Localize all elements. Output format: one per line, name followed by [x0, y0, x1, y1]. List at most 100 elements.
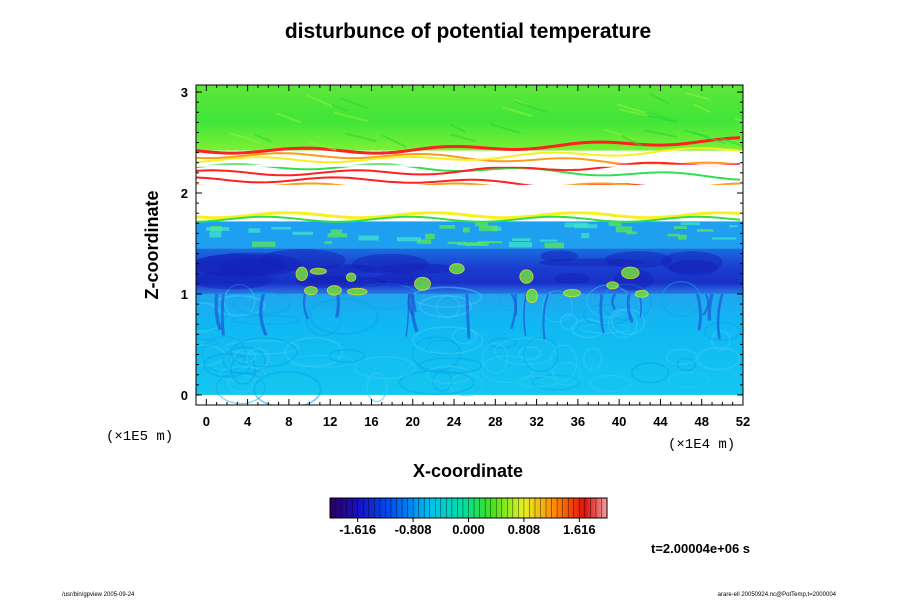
x-tick-label: 16: [364, 414, 378, 429]
field-texture: [425, 233, 435, 240]
field-texture: [478, 225, 498, 232]
x-tick-label: 0: [203, 414, 210, 429]
field-texture: [539, 239, 558, 242]
field-texture: [599, 293, 605, 334]
x-tick-label: 52: [736, 414, 750, 429]
field-texture: [729, 225, 738, 228]
field-texture: [335, 293, 341, 318]
colorbar-tick-label: -0.808: [395, 522, 432, 537]
field-texture: [474, 221, 488, 227]
field-texture: [702, 293, 710, 316]
x-tick-label: 36: [571, 414, 585, 429]
field-texture: [734, 117, 743, 122]
field-texture: [502, 106, 532, 118]
field-texture: [248, 228, 261, 233]
field-texture: [345, 272, 357, 282]
field-texture: [494, 337, 558, 366]
field-texture: [667, 372, 710, 388]
field-texture: [309, 297, 379, 335]
saturated-gap: [196, 184, 743, 212]
field-texture: [206, 226, 230, 231]
field-texture: [519, 269, 534, 284]
field-texture: [353, 355, 416, 380]
heatmap-field: [196, 85, 743, 405]
field-texture: [606, 281, 619, 290]
field-texture: [449, 263, 465, 275]
field-texture: [449, 373, 484, 397]
field-texture: [581, 233, 590, 239]
field-texture: [219, 365, 266, 383]
field-texture: [703, 321, 741, 341]
field-texture: [554, 273, 590, 284]
field-texture: [677, 234, 687, 240]
field-texture: [333, 111, 369, 123]
field-texture: [667, 233, 680, 237]
field-texture: [618, 108, 648, 117]
field-texture: [330, 103, 348, 112]
field-texture: [292, 231, 314, 235]
x-tick-label: 20: [406, 414, 420, 429]
field-texture: [220, 293, 225, 336]
field-texture: [254, 133, 272, 143]
field-texture: [631, 362, 670, 384]
field-texture: [608, 221, 622, 227]
field-texture: [673, 226, 687, 229]
field-texture: [196, 252, 303, 277]
field-texture: [275, 112, 302, 124]
field-texture: [284, 336, 344, 368]
field-texture: [324, 241, 333, 245]
field-filament: [196, 211, 741, 220]
field-texture: [511, 238, 531, 241]
y-scale-label: (×1E5 m): [106, 429, 173, 445]
colorbar-divisions: [335, 498, 602, 518]
y-tick-label: 0: [181, 388, 188, 403]
field-texture: [228, 132, 261, 144]
time-annotation: t=2.00004e+06 s: [651, 541, 750, 556]
footer-right: arare-ell 20050924.nc@PotTemp,t=2000004: [718, 592, 837, 598]
field-filament: [196, 161, 741, 177]
colorbar-tick-label: 0.000: [452, 522, 485, 537]
field-texture: [549, 344, 578, 382]
field-texture: [719, 137, 743, 148]
field-texture: [685, 92, 710, 101]
field-texture: [462, 227, 470, 233]
x-tick-label: 28: [488, 414, 502, 429]
y-axis-label: Z-coordinate: [142, 190, 162, 299]
field-filament: [196, 136, 741, 155]
field-texture: [346, 287, 368, 296]
x-tick-label: 8: [285, 414, 292, 429]
field-texture: [439, 225, 456, 229]
field-texture: [253, 370, 322, 405]
field-texture: [695, 293, 702, 331]
field-texture: [564, 222, 589, 228]
field-texture: [259, 293, 268, 336]
field-texture: [542, 293, 549, 340]
colorbar-tick-label: 1.616: [563, 522, 596, 537]
field-texture: [697, 228, 714, 232]
colorbar-tick-label: -1.616: [339, 522, 376, 537]
field-texture: [660, 251, 723, 274]
field-texture: [328, 348, 366, 364]
field-texture: [523, 336, 559, 373]
x-tick-label: 32: [529, 414, 543, 429]
field-texture: [302, 293, 309, 320]
field-texture: [436, 295, 460, 319]
field-texture: [649, 92, 670, 105]
field-texture: [481, 342, 509, 374]
field-texture: [305, 301, 342, 337]
field-texture: [308, 141, 337, 151]
field-texture: [551, 361, 581, 386]
field-texture: [271, 226, 292, 230]
plot-frame: [195, 84, 744, 406]
chart-title: disturbunce of potential temperature: [285, 20, 651, 43]
field-texture: [465, 242, 489, 246]
x-tick-label: 48: [694, 414, 708, 429]
field-texture: [352, 253, 429, 274]
x-tick-label: 12: [323, 414, 337, 429]
field-texture: [540, 250, 579, 262]
field-texture: [510, 293, 518, 317]
field-texture: [644, 129, 678, 139]
field-texture: [305, 94, 333, 107]
field-texture: [412, 326, 484, 355]
field-texture: [680, 222, 701, 226]
